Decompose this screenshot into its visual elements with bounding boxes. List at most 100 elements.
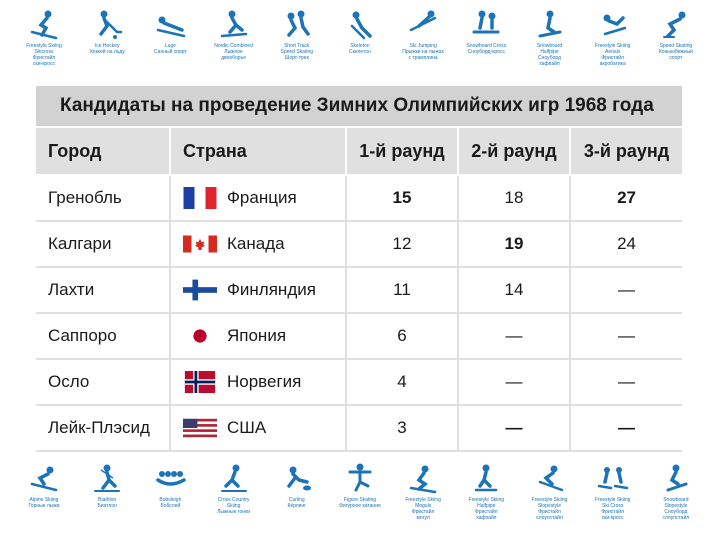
sport-pictogram: Luge Санный спорт [148, 8, 192, 79]
round-2-cell: 14 [458, 267, 571, 314]
sport-pictogram: Figure Skating Фигурное катание [338, 462, 382, 533]
country-cell: США [170, 405, 347, 452]
curling-pictogram-icon [287, 466, 311, 491]
round-1-cell: 15 [346, 175, 459, 222]
column-header-round-2: 2-й раунд [458, 127, 571, 176]
country-cell: Канада [170, 221, 347, 268]
sport-caption: Ski Jumping Прыжки на лыжах с трамплина [402, 43, 444, 61]
round-3-cell: — [570, 405, 683, 452]
sport-pictogram: Snowboard Slopestyle Сноуборд слоупстайл [654, 462, 698, 533]
country-name: Финляндия [227, 280, 316, 299]
sport-caption: Ice Hockey Хоккей на льду [89, 43, 125, 55]
round-2-cell: — [458, 359, 571, 406]
sport-caption: Curling Кёрлинг [287, 497, 307, 509]
round-3-cell: — [570, 267, 683, 314]
table-title-row: Кандидаты на проведение Зимних Олимпийск… [36, 86, 683, 128]
cross-country-pictogram-icon [220, 464, 247, 492]
city-cell: Калгари [36, 221, 171, 268]
sport-caption: Freestyle Skiing Skicross Фристайл ски-к… [26, 43, 62, 67]
country-cell: Норвегия [170, 359, 347, 406]
nordic-combined-pictogram-icon [220, 10, 247, 38]
sport-pictogram: Ski Jumping Прыжки на лыжах с трамплина [401, 8, 445, 79]
sport-pictogram: Freestyle Skiing Halfpipe Фристайл хафпа… [464, 462, 508, 533]
column-header-country: Страна [170, 127, 347, 176]
sport-pictogram: Speed Skating Конькобежный спорт [654, 8, 698, 79]
city-cell: Гренобль [36, 175, 171, 222]
sport-pictogram: Freestyle Skiing Slopestyle Фристайл сло… [528, 462, 572, 533]
sport-pictogram: Curling Кёрлинг [275, 462, 319, 533]
freestyle-slopestyle-pictogram-icon [538, 465, 563, 492]
sport-caption: Snowboard Slopestyle Сноуборд слоупстайл [662, 497, 690, 521]
freestyle-skicross-pictogram-icon [597, 467, 628, 490]
snowboard-halfpipe-pictogram-icon [538, 10, 561, 38]
sport-caption: Freestyle Skiing Slopestyle Фристайл сло… [531, 497, 568, 521]
skeleton-pictogram-icon [350, 11, 372, 40]
round-1-cell: 11 [346, 267, 459, 314]
sport-pictogram: Alpine Skiing Горные лыжи [22, 462, 66, 533]
snowboard-cross-pictogram-icon [472, 10, 500, 34]
city-cell: Лейк-Плэсид [36, 405, 171, 452]
table-row: Осло Норвегия 4 — — [36, 359, 683, 406]
figure-skating-pictogram-icon [348, 463, 372, 492]
country-cell: Япония [170, 313, 347, 360]
table-header-row: Город Страна 1-й раунд 2-й раунд 3-й рау… [36, 127, 683, 176]
sport-pictogram: Bobsleigh Бобслей [148, 462, 192, 533]
sport-caption: Freestyle Skiing Aerials Фристайл акроба… [594, 43, 631, 67]
table-row: Калгари Канада 12 19 24 [36, 221, 683, 268]
country-cell: Финляндия [170, 267, 347, 314]
country-name: Норвегия [227, 372, 302, 391]
round-1-cell: 6 [346, 313, 459, 360]
city-cell: Осло [36, 359, 171, 406]
short-track-pictogram-icon [287, 10, 310, 37]
sport-pictogram: Biathlon Биатлон [85, 462, 129, 533]
sport-caption: Speed Skating Конькобежный спорт [658, 43, 693, 61]
ice-hockey-pictogram-icon [99, 10, 123, 39]
sport-caption: Figure Skating Фигурное катание [339, 497, 381, 509]
round-2-cell: — [458, 405, 571, 452]
sport-caption: Short Track Speed Skating Шорт-трек [280, 43, 314, 61]
usa-flag-icon [183, 418, 217, 438]
candidates-table-container: Кандидаты на проведение Зимних Олимпийск… [36, 86, 683, 452]
sport-caption: Cross Country Skiing Лыжные гонки [217, 497, 251, 515]
round-1-cell: 4 [346, 359, 459, 406]
table-row: Саппоро Япония 6 — — [36, 313, 683, 360]
sport-pictogram: Skeleton Скелетон [338, 8, 382, 79]
sport-pictograms-top: Freestyle Skiing Skicross Фристайл ски-к… [22, 8, 698, 79]
round-2-cell: — [458, 313, 571, 360]
round-1-cell: 3 [346, 405, 459, 452]
sport-pictograms-bottom: Alpine Skiing Горные лыжи Biathlon Биатл… [22, 462, 698, 533]
speed-skating-pictogram-icon [662, 11, 686, 38]
sport-pictogram: Cross Country Skiing Лыжные гонки [212, 462, 256, 533]
sport-pictogram: Freestyle Skiing Aerials Фристайл акроба… [591, 8, 635, 79]
city-cell: Саппоро [36, 313, 171, 360]
round-3-cell: 27 [570, 175, 683, 222]
sport-caption: Snowboard Halfpipe Сноуборд хафпайп [536, 43, 563, 67]
norway-flag-icon [184, 371, 216, 393]
round-2-cell: 18 [458, 175, 571, 222]
sport-caption: Snowboard Cross Сноуборд-кросс [466, 43, 507, 55]
canada-flag-icon [183, 235, 217, 253]
round-1-cell: 12 [346, 221, 459, 268]
freestyle-halfpipe-pictogram-icon [475, 464, 498, 492]
freestyle-moguls-pictogram-icon [409, 465, 437, 494]
country-cell: Франция [170, 175, 347, 222]
biathlon-pictogram-icon [94, 464, 121, 492]
sport-caption: Luge Санный спорт [154, 43, 187, 55]
freestyle-skiing-pictogram-icon [30, 10, 58, 40]
round-3-cell: 24 [570, 221, 683, 268]
column-header-round-1: 1-й раунд [346, 127, 459, 176]
sport-caption: Alpine Skiing Горные лыжи [28, 497, 60, 509]
alpine-skiing-pictogram-icon [30, 466, 58, 492]
country-name: Канада [227, 234, 285, 253]
sport-pictogram: Ice Hockey Хоккей на льду [85, 8, 129, 79]
sport-caption: Biathlon Биатлон [97, 497, 117, 509]
sport-caption: Freestyle Skiing Ski Cross Фристайл ски-… [594, 497, 631, 521]
sport-caption: Freestyle Skiing Halfpipe Фристайл хафпа… [468, 497, 505, 521]
japan-flag-icon [183, 325, 217, 347]
country-name: США [227, 418, 267, 437]
bobsleigh-pictogram-icon [156, 471, 187, 486]
finland-flag-icon [183, 279, 217, 301]
sport-caption: Bobsleigh Бобслей [159, 497, 182, 509]
round-2-cell: 19 [458, 221, 571, 268]
country-name: Япония [227, 326, 287, 345]
